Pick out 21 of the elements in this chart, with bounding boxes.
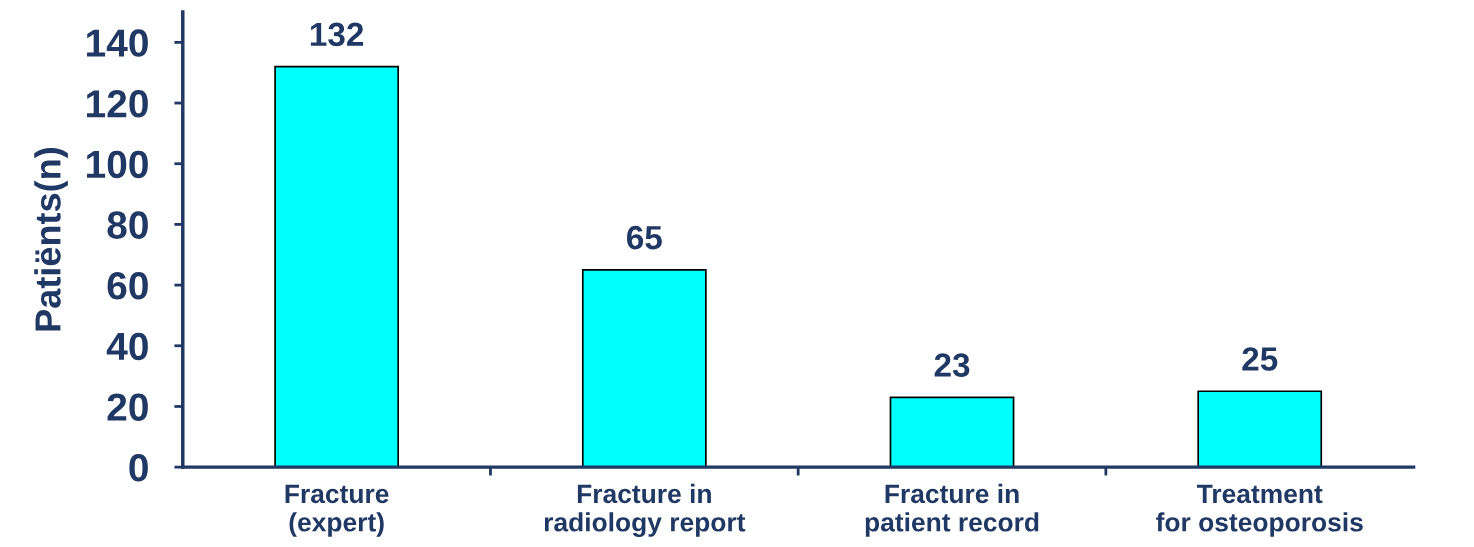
x-tick-label: Fracture in patient record <box>865 483 1039 537</box>
y-tick-label: 40 <box>106 332 148 361</box>
data-label: 132 <box>310 22 364 47</box>
y-tick-label: 100 <box>87 150 148 179</box>
y-tick-label: 60 <box>107 272 148 300</box>
y-tick-label: 140 <box>87 29 148 57</box>
bar <box>1197 390 1323 468</box>
bar <box>274 65 399 468</box>
y-axis-title: Patiënts(n) <box>34 148 68 331</box>
x-tick-label: Fracture (expert) <box>285 484 389 537</box>
data-label: 65 <box>627 225 662 250</box>
y-tick-label: 80 <box>107 211 148 239</box>
x-tick-label: Treatment for osteoporosis <box>1156 484 1363 537</box>
bar <box>581 269 707 468</box>
bar <box>889 396 1015 468</box>
y-tick-label: 120 <box>87 89 148 118</box>
y-tick-label: 0 <box>129 454 148 482</box>
x-tick-label: Fracture in radiology report <box>544 483 746 537</box>
data-label: 23 <box>934 353 970 377</box>
data-label: 25 <box>1242 347 1278 371</box>
y-tick-label: 20 <box>107 393 148 421</box>
